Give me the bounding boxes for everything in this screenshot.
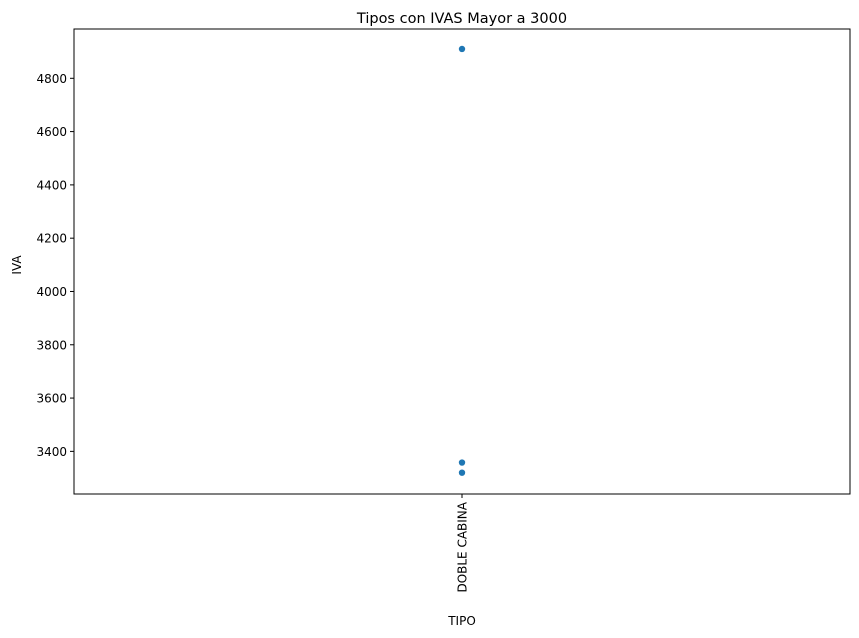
- data-point: [458, 458, 466, 467]
- data-point: [458, 45, 466, 53]
- y-axis-ticks: 3400 3600 3800 4000 4200 4400 4600 4800: [36, 72, 74, 459]
- y-tick-label: 4400: [36, 178, 67, 192]
- y-axis-label: IVA: [10, 255, 24, 275]
- x-tick-label: DOBLE CABINA: [456, 501, 470, 592]
- y-tick-label: 3600: [36, 392, 67, 406]
- y-tick-label: 3800: [36, 338, 67, 352]
- data-points: [458, 45, 466, 477]
- x-axis-ticks: DOBLE CABINA: [456, 494, 470, 593]
- y-tick-label: 4800: [36, 72, 67, 86]
- data-point: [458, 468, 466, 477]
- x-axis-label: TIPO: [447, 614, 476, 628]
- y-tick-label: 4200: [36, 232, 67, 246]
- y-tick-label: 3400: [36, 445, 67, 459]
- y-tick-label: 4000: [36, 285, 67, 299]
- y-tick-label: 4600: [36, 125, 67, 139]
- chart-title: Tipos con IVAS Mayor a 3000: [356, 11, 567, 27]
